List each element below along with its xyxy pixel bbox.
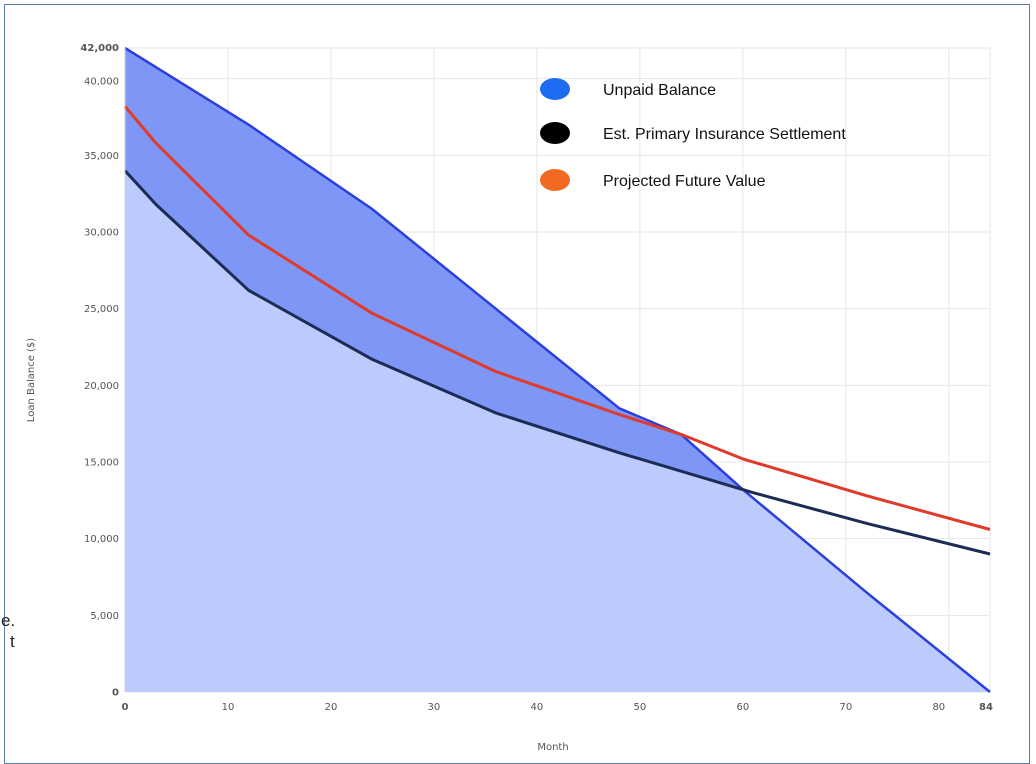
legend-swatch-unpaid-balance <box>540 78 570 100</box>
y-tick-label-6: 30,000 <box>84 228 119 239</box>
series-lines <box>123 46 991 693</box>
x-axis-ticks: 0 10 20 30 40 50 60 70 80 84 <box>122 702 993 713</box>
y-tick-label-8: 40,000 <box>84 77 119 88</box>
margin-fragment-2: t <box>10 632 15 651</box>
projected-future-value-line <box>123 105 991 531</box>
x-axis-title: Month <box>537 742 568 753</box>
x-tick-label-6: 60 <box>736 702 749 713</box>
x-tick-label-4: 40 <box>531 702 544 713</box>
y-tick-label-5: 25,000 <box>84 304 119 315</box>
unpaid-balance-line <box>124 46 991 693</box>
x-tick-label-8: 80 <box>932 702 945 713</box>
x-tick-label-5: 50 <box>634 702 647 713</box>
y-axis-ticks: 0 5,000 10,000 15,000 20,000 25,000 30,000 35,0… <box>80 43 126 699</box>
legend-label-unpaid-balance: Unpaid Balance <box>603 82 716 99</box>
margin-fragment-1: e. <box>1 611 16 630</box>
y-tick-label-2: 10,000 <box>84 534 119 545</box>
legend-label-projected-future-value: Projected Future Value <box>603 173 766 190</box>
y-tick-label-3: 15,000 <box>84 458 119 469</box>
x-tick-label-9: 84 <box>979 702 993 713</box>
y-tick-label-0: 0 <box>112 688 119 699</box>
x-tick-label-3: 30 <box>428 702 441 713</box>
x-tick-label-0: 0 <box>122 702 129 713</box>
y-axis-title: Loan Balance ($) <box>26 338 37 422</box>
y-tick-label-9: 42,000 <box>80 43 119 54</box>
legend-label-insurance-settlement: Est. Primary Insurance Settlement <box>603 126 846 143</box>
insurance-settlement-line <box>123 169 991 556</box>
y-tick-label-7: 35,000 <box>84 151 119 162</box>
x-tick-label-2: 20 <box>325 702 338 713</box>
legend-swatch-projected-future-value <box>540 169 570 191</box>
x-tick-label-7: 70 <box>839 702 852 713</box>
x-tick-label-1: 10 <box>222 702 235 713</box>
legend: Unpaid Balance Est. Primary Insurance Se… <box>540 78 846 191</box>
y-tick-label-1: 5,000 <box>90 611 119 622</box>
legend-swatch-insurance-settlement <box>540 122 570 144</box>
area-fills <box>125 48 990 692</box>
y-tick-label-4: 20,000 <box>84 381 119 392</box>
unpaid-over-settlement-area <box>125 48 743 490</box>
